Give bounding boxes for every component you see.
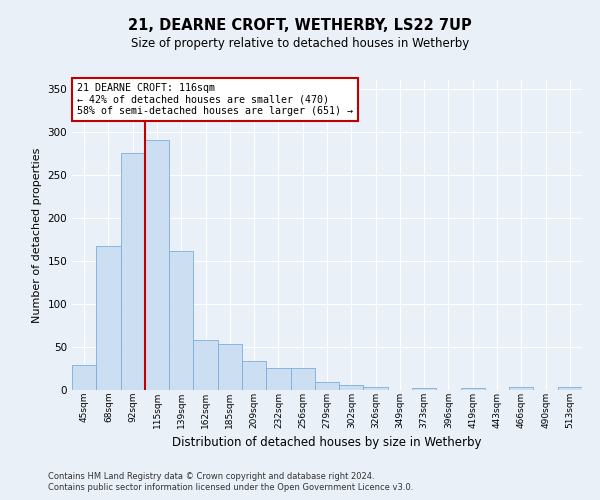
Text: 21 DEARNE CROFT: 116sqm
← 42% of detached houses are smaller (470)
58% of semi-d: 21 DEARNE CROFT: 116sqm ← 42% of detache… [77, 83, 353, 116]
Text: Contains HM Land Registry data © Crown copyright and database right 2024.: Contains HM Land Registry data © Crown c… [48, 472, 374, 481]
Bar [412, 388, 436, 390]
Bar [193, 340, 218, 390]
Bar [266, 368, 290, 390]
Bar [290, 368, 315, 390]
Bar [96, 246, 121, 390]
Bar [218, 344, 242, 390]
Text: 21, DEARNE CROFT, WETHERBY, LS22 7UP: 21, DEARNE CROFT, WETHERBY, LS22 7UP [128, 18, 472, 32]
Bar [509, 386, 533, 390]
Text: Size of property relative to detached houses in Wetherby: Size of property relative to detached ho… [131, 38, 469, 51]
Bar [315, 382, 339, 390]
Bar [145, 140, 169, 390]
Bar [339, 385, 364, 390]
X-axis label: Distribution of detached houses by size in Wetherby: Distribution of detached houses by size … [172, 436, 482, 449]
Bar [461, 388, 485, 390]
Bar [72, 365, 96, 390]
Bar [558, 386, 582, 390]
Text: Contains public sector information licensed under the Open Government Licence v3: Contains public sector information licen… [48, 484, 413, 492]
Bar [364, 386, 388, 390]
Bar [121, 153, 145, 390]
Y-axis label: Number of detached properties: Number of detached properties [32, 148, 42, 322]
Bar [242, 360, 266, 390]
Bar [169, 250, 193, 390]
